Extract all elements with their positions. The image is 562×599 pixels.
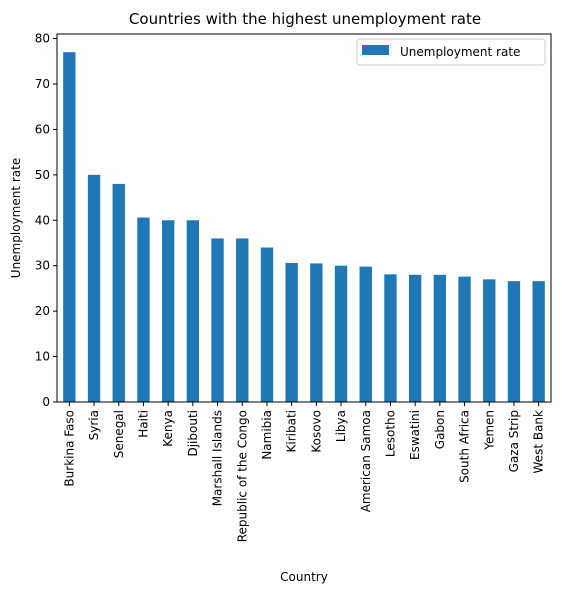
bar-burkina-faso (63, 52, 76, 402)
y-axis-ticks: 0 10 20 30 40 50 60 70 80 (35, 32, 57, 409)
x-tick-label: Haiti (136, 410, 150, 438)
x-tick-label: Eswatini (408, 410, 422, 460)
legend-swatch (362, 45, 389, 55)
y-tick-label: 30 (35, 259, 50, 273)
bar-west-bank (532, 281, 545, 402)
x-tick-label: West Bank (532, 410, 546, 474)
y-tick-label: 10 (35, 350, 50, 364)
y-tick-label: 60 (35, 122, 50, 136)
x-tick-label: Namibia (260, 410, 274, 460)
bar-haiti (137, 217, 150, 402)
bar-syria (87, 174, 101, 402)
bar-gaza-strip (507, 281, 521, 402)
bar-kenya (161, 220, 175, 402)
legend-label: Unemployment rate (400, 45, 520, 59)
x-tick-label: Burkina Faso (62, 410, 76, 487)
x-tick-label: Gaza Strip (507, 410, 521, 472)
x-tick-label: Syria (87, 410, 101, 440)
bar-marshall-islands (211, 238, 224, 402)
bar-namibia (260, 247, 274, 402)
x-tick-label: Republic of the Congo (235, 410, 249, 542)
bar-senegal (112, 183, 125, 402)
bar-eswatini (408, 274, 422, 402)
y-tick-label: 80 (35, 32, 50, 46)
bar-djibouti (186, 220, 200, 402)
y-tick-label: 50 (35, 168, 50, 182)
x-tick-label: Yemen (482, 410, 496, 451)
x-tick-label: Libya (334, 410, 348, 442)
x-tick-label: Kiribati (285, 410, 299, 452)
x-tick-label: Senegal (112, 410, 126, 458)
legend: Unemployment rate (356, 38, 546, 66)
x-tick-label: Lesotho (383, 410, 397, 457)
bar-south-africa (458, 276, 471, 402)
x-tick-label: Djibouti (186, 410, 200, 457)
x-tick-label: American Samoa (359, 410, 373, 512)
bar-kiribati (285, 262, 298, 402)
chart-title: Countries with the highest unemployment … (129, 10, 481, 28)
y-tick-label: 20 (35, 304, 50, 318)
legend-box (356, 38, 546, 66)
x-tick-label: Gabon (433, 410, 447, 449)
bar-kosovo (310, 263, 323, 402)
y-axis-label: Unemployment rate (9, 158, 23, 278)
x-tick-label: South Africa (458, 410, 472, 483)
x-tick-label: Kosovo (309, 410, 323, 453)
x-axis-ticks: Burkina Faso Syria Senegal Haiti Kenya Djibou… (62, 402, 546, 542)
y-tick-label: 0 (42, 395, 50, 409)
bars-group (63, 52, 545, 402)
x-axis-label: Country (280, 570, 328, 584)
bar-lesotho (384, 274, 397, 402)
bar-american-samoa (359, 266, 372, 402)
bar-gabon (433, 274, 447, 402)
bar-yemen (483, 279, 496, 402)
bar-libya (334, 265, 348, 402)
plot-frame (56, 33, 552, 403)
y-tick-label: 40 (35, 213, 50, 227)
x-tick-label: Kenya (161, 410, 175, 447)
x-tick-label: Marshall Islands (211, 410, 225, 506)
bar-republic-of-the-congo (236, 238, 249, 402)
y-tick-label: 70 (35, 77, 50, 91)
